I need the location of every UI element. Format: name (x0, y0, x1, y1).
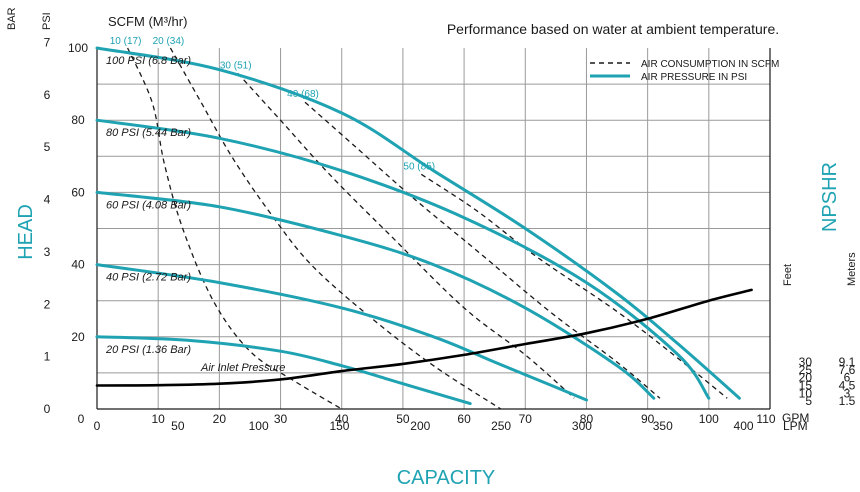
lpm-tick-label: 0 (94, 419, 101, 433)
npshr-meter-tick-label: 4.5 (839, 379, 856, 393)
meters-title: Meters (846, 252, 858, 286)
scfm-curve-label: 10 (17) (110, 36, 142, 47)
npshr-meter-tick-label: 9.1 (839, 355, 856, 369)
head-axis-label: HEAD (15, 204, 37, 260)
psi-curve-line (95, 190, 656, 400)
scfm-axis-title: SCFM (M³/hr) (108, 14, 187, 29)
air-inlet-label: Air Inlet Pressure (200, 362, 285, 374)
lpm-tick-label: 300 (572, 419, 592, 433)
psi-curve-label: 20 PSI (1.36 Bar) (105, 344, 191, 356)
gpm-tick-label: 70 (519, 412, 533, 426)
psi-axis-title: PSI (41, 12, 53, 30)
scfm-curves: 10 (17) 20 (34) 30 (51) 40 (68) 50 (85) (110, 36, 728, 410)
plot-frame (96, 48, 771, 410)
npshr-meter-tick-label: 1.5 (839, 394, 856, 408)
scfm-curve-label: 30 (51) (220, 60, 252, 71)
gpm-tick-label: 10 (152, 412, 166, 426)
bar-tick-label: 1 (44, 350, 51, 364)
npshr-feet-tick-label: 10 (799, 386, 813, 400)
gpm-unit: GPM (782, 411, 809, 425)
scfm-curve-line (420, 173, 728, 399)
lpm-tick-label: 150 (329, 419, 349, 433)
gpm-tick-label: 20 (213, 412, 227, 426)
air-inlet-line (95, 288, 753, 387)
bar-tick-label: 2 (44, 297, 51, 311)
capacity-axis-label: CAPACITY (397, 467, 496, 489)
psi-tick-label: 80 (71, 113, 85, 127)
scfm-curve-line (127, 47, 343, 410)
gpm-tick-label: 40 (335, 412, 349, 426)
npshr-meter-tick-label: 6 (844, 371, 851, 385)
lpm-tick-label: 100 (249, 419, 269, 433)
bar-tick-label: 4 (44, 193, 51, 207)
bar-tick-label: 7 (44, 35, 51, 49)
bar-axis-title: BAR (6, 7, 18, 30)
psi-tick-label: 100 (68, 41, 88, 55)
psi-curve-label: 80 PSI (5.44 Bar) (106, 127, 191, 139)
bar-tick-label: 6 (44, 88, 51, 102)
npshr-axis-label: NPSHR (819, 162, 841, 232)
psi-tick-label: 60 (71, 185, 85, 199)
npshr-feet-tick-label: 15 (799, 379, 813, 393)
lpm-tick-label: 50 (171, 419, 185, 433)
gpm-tick-label: 50 (396, 412, 410, 426)
lpm-tick-label: 200 (410, 419, 430, 433)
npshr-feet-tick-label: 30 (799, 355, 813, 369)
legend-air-consumption: AIR CONSUMPTION IN SCFM (641, 59, 779, 70)
lpm-tick-label: 400 (734, 419, 754, 433)
lpm-tick-label: 250 (491, 419, 511, 433)
scfm-curve-label: 50 (85) (403, 161, 435, 172)
gpm-tick-label: 30 (274, 412, 288, 426)
chart-note: Performance based on water at ambient te… (447, 21, 779, 37)
legend: AIR CONSUMPTION IN SCFM AIR PRESSURE IN … (590, 59, 779, 83)
gpm-tick-label: 100 (699, 412, 719, 426)
psi-curve-line (95, 335, 472, 406)
psi-curve-line (95, 46, 741, 400)
npshr-feet-tick-label: 5 (805, 394, 812, 408)
air-inlet-curve: Air Inlet Pressure (95, 288, 753, 387)
scfm-curve-line (169, 47, 502, 410)
npshr-feet-tick-label: 20 (799, 371, 813, 385)
scfm-curve-label: 40 (68) (287, 89, 319, 100)
scfm-curve-line (304, 101, 661, 399)
gpm-tick-label: 0 (78, 412, 85, 426)
bar-tick-label: 3 (44, 245, 51, 259)
legend-air-pressure: AIR PRESSURE IN PSI (641, 72, 747, 83)
scfm-curve-label: 20 (34) (153, 36, 185, 47)
scfm-curve-line (237, 72, 575, 399)
feet-title: Feet (782, 264, 794, 286)
psi-curve-label: 100 PSI (6.8 Bar) (106, 55, 191, 67)
gpm-tick-label: 80 (580, 412, 594, 426)
psi-curve-line (95, 263, 588, 402)
psi-tick-label: 20 (71, 330, 85, 344)
npshr-feet-tick-label: 25 (799, 363, 813, 377)
npshr-meter-tick-label: 7.6 (839, 363, 856, 377)
bar-tick-label: 5 (44, 140, 51, 154)
bar-tick-label: 0 (44, 402, 51, 416)
psi-curve-label: 40 PSI (2.72 Bar) (106, 272, 191, 284)
grid-lines (97, 48, 770, 409)
npshr-meter-tick-label: 3 (844, 386, 851, 400)
psi-curves: 20 PSI (1.36 Bar) 40 PSI (2.72 Bar) 60 PSI… (95, 46, 741, 406)
gpm-tick-label: 90 (641, 412, 655, 426)
gpm-tick-label: 110 (756, 412, 775, 426)
psi-curve-line (95, 118, 711, 400)
lpm-tick-label: 350 (653, 419, 673, 433)
gpm-tick-label: 60 (457, 412, 471, 426)
psi-curve-label: 60 PSI (4.08 Bar) (106, 199, 191, 211)
lpm-unit: LPM (783, 419, 808, 433)
psi-tick-label: 40 (71, 258, 85, 272)
